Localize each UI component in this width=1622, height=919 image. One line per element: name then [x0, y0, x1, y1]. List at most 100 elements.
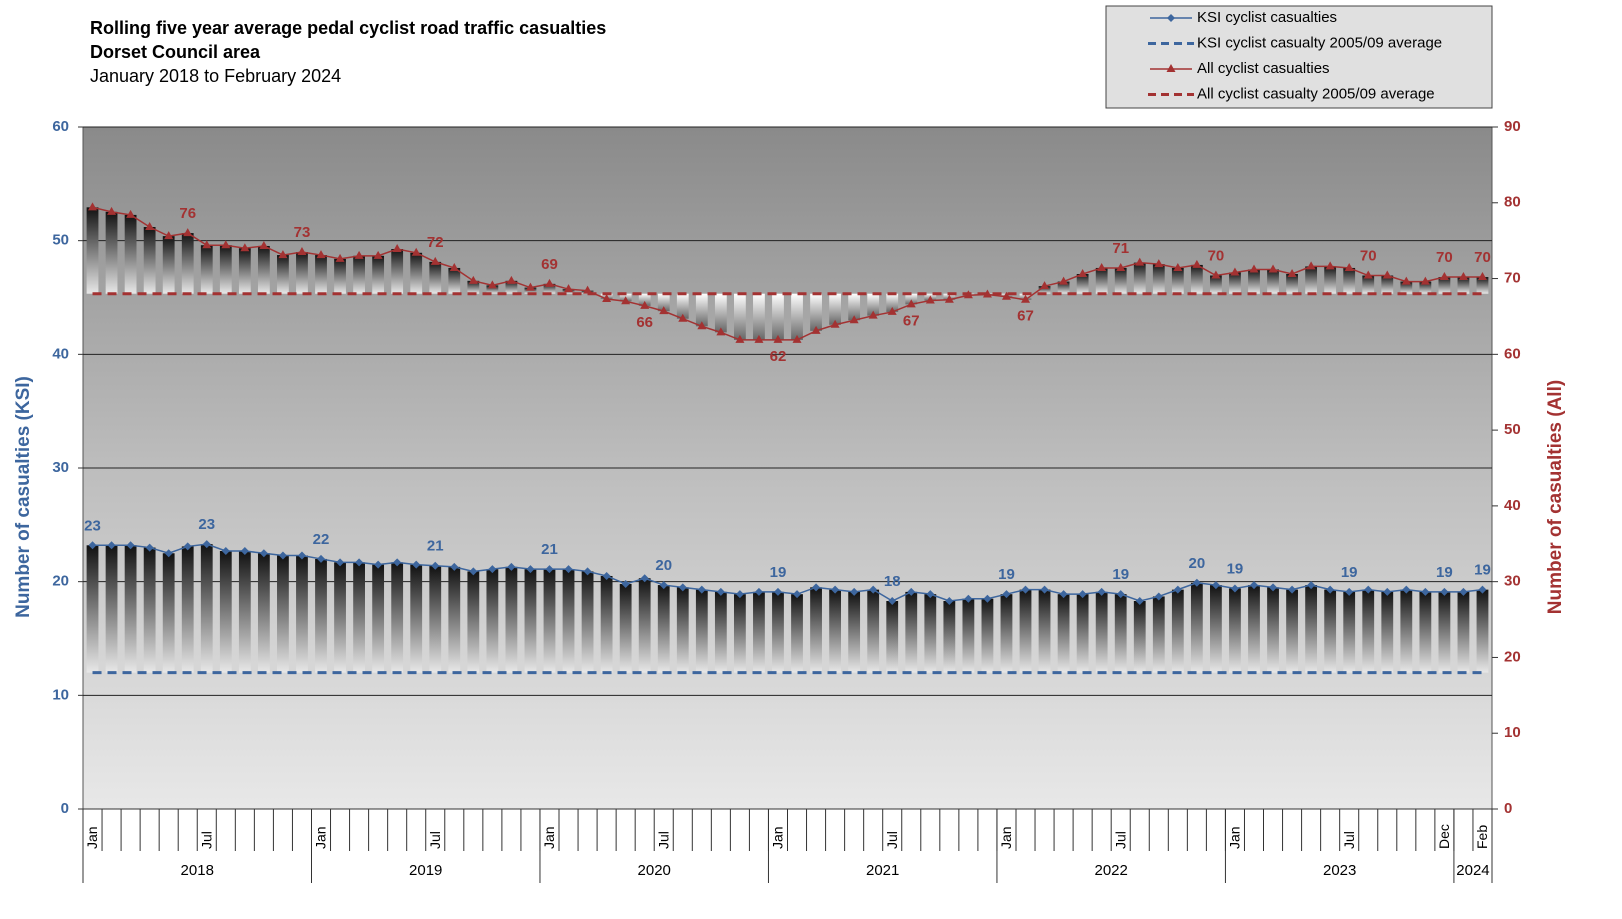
- bar: [486, 569, 499, 673]
- marker: [1344, 262, 1354, 271]
- bar: [1076, 274, 1089, 294]
- marker: [1363, 270, 1373, 279]
- bar: [1343, 591, 1356, 673]
- bar: [353, 255, 365, 294]
- bar: [905, 293, 918, 305]
- y-tick-label: 60: [52, 118, 69, 135]
- marker: [297, 247, 307, 256]
- x-tick-label: Jul: [1341, 831, 1357, 849]
- marker: [1097, 262, 1107, 271]
- marker: [1401, 276, 1411, 285]
- marker: [430, 256, 440, 265]
- marker: [240, 546, 249, 555]
- marker: [831, 585, 840, 594]
- marker: [621, 579, 630, 588]
- bar: [886, 600, 899, 673]
- bar: [867, 293, 880, 316]
- marker: [1402, 585, 1411, 594]
- marker: [1040, 585, 1049, 594]
- x-tick-label: Feb: [1474, 825, 1490, 849]
- bar: [1114, 594, 1127, 673]
- marker: [1383, 587, 1392, 596]
- marker: [983, 594, 992, 603]
- bar: [714, 591, 727, 673]
- marker: [1478, 585, 1487, 594]
- bar: [981, 598, 994, 673]
- marker: [183, 542, 192, 551]
- marker: [126, 541, 135, 550]
- marker: [1325, 261, 1335, 270]
- bar: [1152, 596, 1165, 673]
- bar: [1248, 269, 1260, 294]
- year-label: 2018: [181, 862, 214, 879]
- bar: [772, 293, 784, 340]
- bar: [467, 280, 480, 294]
- y2-tick-label: 50: [1504, 421, 1521, 438]
- x-tick-label: Jul: [427, 831, 443, 849]
- marker: [259, 549, 268, 558]
- bar: [753, 293, 765, 340]
- bar: [1476, 277, 1489, 294]
- bar: [848, 293, 861, 321]
- marker: [183, 228, 193, 237]
- y-tick-label: 10: [52, 686, 69, 703]
- bar: [1438, 591, 1451, 673]
- x-tick-label: Jan: [84, 826, 100, 849]
- marker: [1078, 269, 1088, 278]
- bar: [1000, 594, 1013, 673]
- marker: [1439, 272, 1449, 281]
- year-label: 2021: [866, 862, 899, 879]
- bar: [334, 258, 346, 294]
- data-label: 21: [541, 541, 558, 558]
- bar: [753, 591, 765, 673]
- marker: [1154, 592, 1163, 601]
- marker: [697, 585, 706, 594]
- marker: [145, 543, 154, 552]
- y2-tick-label: 40: [1504, 497, 1521, 514]
- y2-axis-label: Number of casualties (All): [1545, 380, 1566, 614]
- y-tick-label: 50: [52, 232, 69, 249]
- marker: [145, 222, 155, 231]
- bar: [1438, 277, 1451, 294]
- marker: [469, 567, 478, 576]
- bar: [238, 248, 251, 294]
- bar: [296, 252, 308, 294]
- bar: [105, 211, 118, 294]
- data-label: 20: [1189, 555, 1206, 572]
- marker: [907, 587, 916, 596]
- bar: [1019, 589, 1032, 673]
- marker: [1477, 272, 1487, 281]
- marker: [107, 541, 116, 550]
- year-label: 2019: [409, 862, 442, 879]
- marker: [1154, 259, 1164, 268]
- marker: [602, 294, 612, 303]
- y2-tick-label: 10: [1504, 724, 1521, 741]
- data-label: 21: [427, 538, 444, 555]
- marker: [1326, 585, 1335, 594]
- bar: [1095, 591, 1108, 673]
- x-tick-label: Jul: [198, 831, 214, 849]
- bar: [581, 571, 594, 673]
- marker: [468, 275, 478, 284]
- bar: [1210, 275, 1222, 294]
- bar: [791, 594, 803, 673]
- marker: [1192, 259, 1202, 268]
- marker: [602, 571, 611, 580]
- bar: [162, 553, 175, 673]
- marker: [107, 206, 117, 215]
- series-line: [92, 206, 1483, 341]
- bar: [1267, 587, 1279, 673]
- marker: [964, 594, 973, 603]
- marker: [278, 551, 287, 560]
- bar: [638, 293, 651, 306]
- data-label: 73: [294, 224, 311, 241]
- year-label: 2020: [638, 862, 671, 879]
- marker: [278, 250, 288, 259]
- bar: [886, 293, 899, 312]
- bar: [86, 207, 99, 294]
- data-label: 70: [1436, 249, 1453, 266]
- x-tick-label: Dec: [1436, 824, 1452, 849]
- data-label: 19: [1227, 560, 1244, 577]
- marker: [1382, 270, 1392, 279]
- marker: [259, 240, 269, 249]
